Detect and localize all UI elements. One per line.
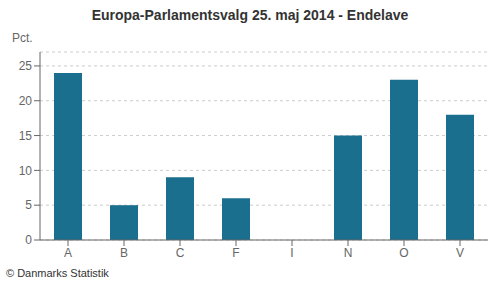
html-text:© Danmarks Statistik: © Danmarks Statistik — [6, 267, 109, 279]
svg-text:I: I — [290, 246, 293, 260]
html-text:Europa-Parlamentsvalg 25. maj: Europa-Parlamentsvalg 25. maj 2014 - End… — [91, 7, 409, 23]
svg-text:F: F — [232, 246, 239, 260]
svg-text:N: N — [344, 246, 353, 260]
svg-text:20: 20 — [19, 94, 33, 108]
svg-text:15: 15 — [19, 129, 33, 143]
html-text:Pct.: Pct. — [12, 31, 33, 45]
svg-text:A: A — [64, 246, 72, 260]
svg-text:0: 0 — [25, 233, 32, 247]
svg-text:B: B — [120, 246, 128, 260]
svg-text:5: 5 — [25, 198, 32, 212]
svg-text:V: V — [456, 246, 464, 260]
svg-text:O: O — [399, 246, 408, 260]
svg-text:25: 25 — [19, 59, 33, 73]
svg-text:10: 10 — [19, 164, 33, 178]
svg-text:C: C — [176, 246, 185, 260]
